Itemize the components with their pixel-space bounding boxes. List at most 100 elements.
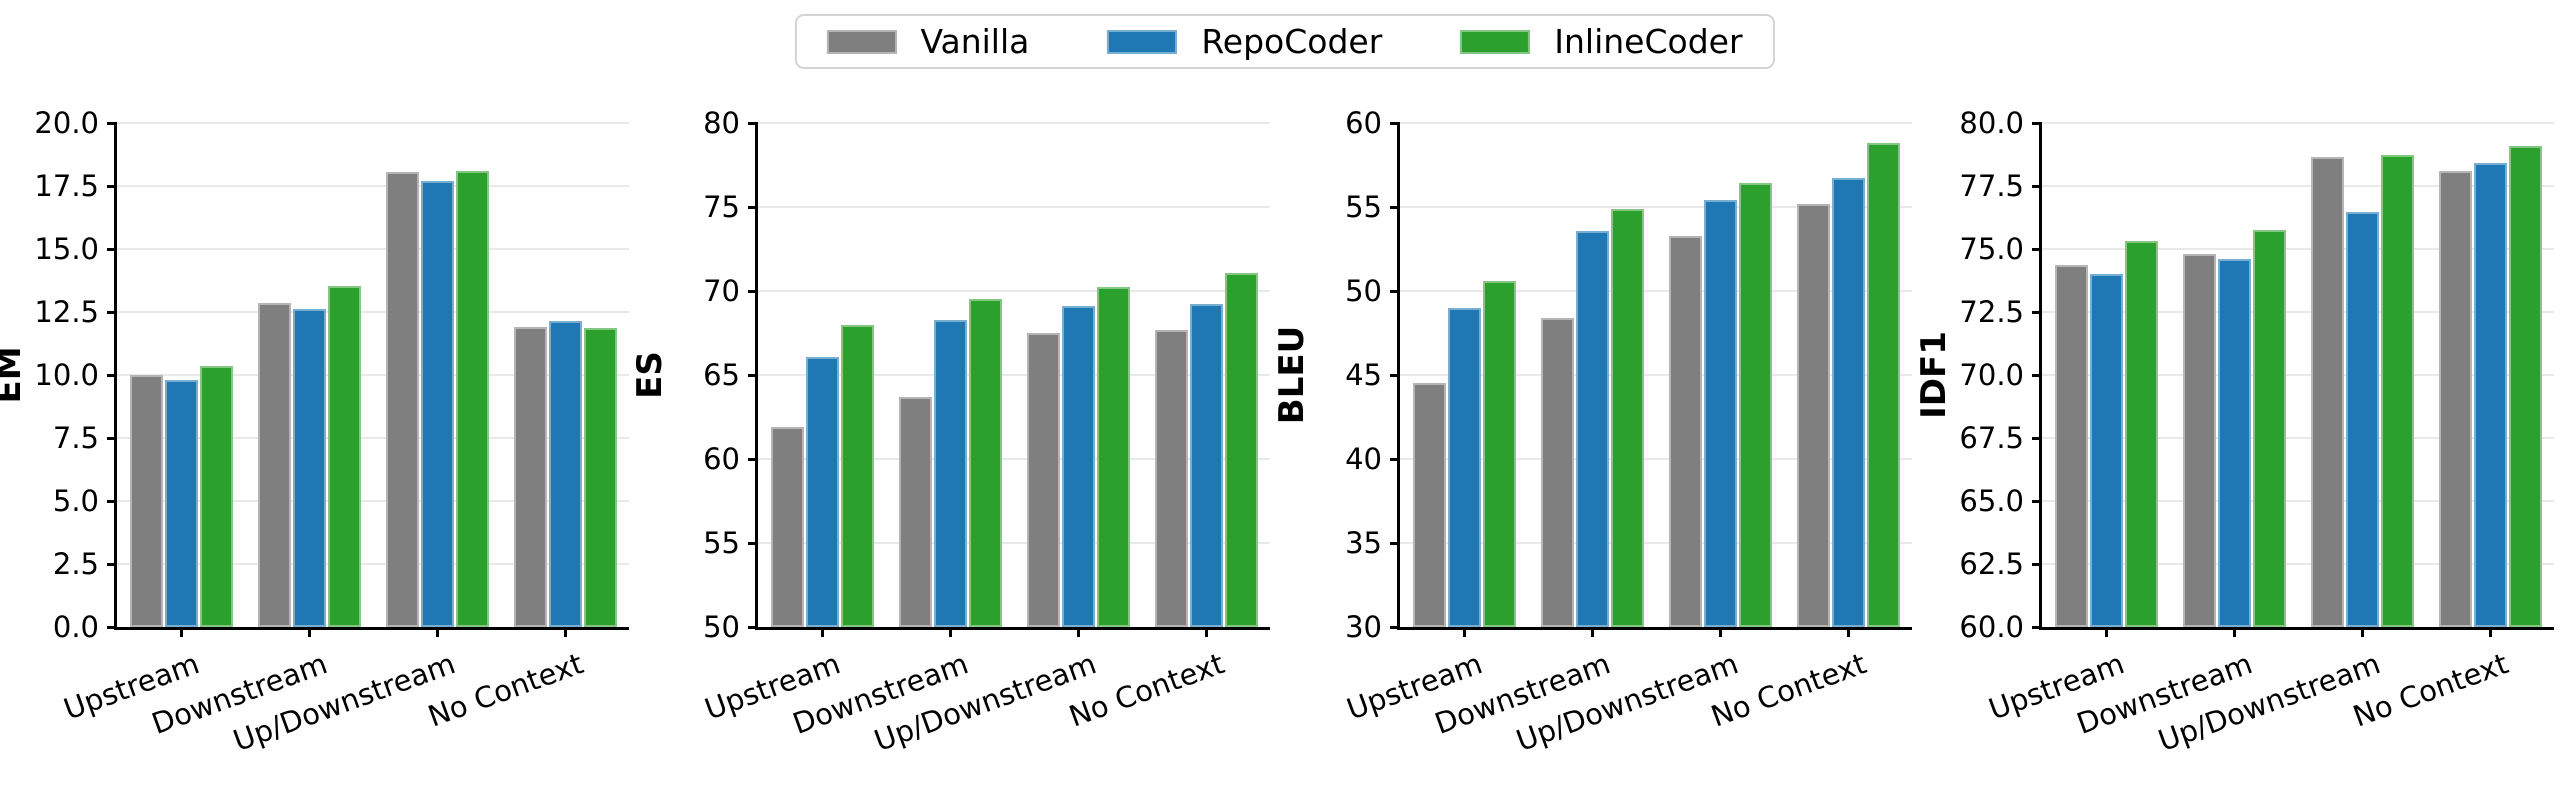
- y-tickmark: [2032, 373, 2042, 377]
- bar-chart-figure: Vanilla RepoCoder InlineCoder 0.0 2.5 5.0 7.5…: [0, 14, 2554, 758]
- gridline: [117, 374, 629, 376]
- gridline: [1400, 458, 1912, 460]
- x-tickmark: [563, 627, 567, 637]
- gridline: [1400, 290, 1912, 292]
- y-tick-label: 17.5: [34, 169, 99, 203]
- gridline: [2042, 248, 2554, 250]
- gridline: [117, 437, 629, 439]
- y-tickmark: [107, 247, 117, 251]
- x-tickmark: [1204, 627, 1208, 637]
- y-tick-label: 10.0: [34, 358, 99, 392]
- legend: Vanilla RepoCoder InlineCoder: [794, 14, 1775, 69]
- gridline: [758, 458, 1270, 460]
- x-tickmark: [1718, 627, 1722, 637]
- x-tickmark: [1462, 627, 1466, 637]
- y-tickmark: [2032, 310, 2042, 314]
- y-tickmark: [107, 184, 117, 188]
- y-tick-label: 7.5: [52, 421, 99, 455]
- gridline: [2042, 122, 2554, 124]
- gridline: [1400, 374, 1912, 376]
- legend-swatch-vanilla: [826, 29, 897, 54]
- y-tickmark: [1390, 625, 1400, 629]
- gridline: [2042, 311, 2554, 313]
- y-axis-title-es: ES: [630, 351, 670, 399]
- bar-inlinecoder-downstream: [1610, 208, 1644, 627]
- bar-repocoder-up-downstream: [1061, 306, 1095, 627]
- y-tick-label: 72.5: [1959, 295, 2024, 329]
- gridline: [1400, 542, 1912, 544]
- y-tick-label: 55: [703, 526, 740, 560]
- legend-item-inlinecoder: InlineCoder: [1460, 25, 1743, 58]
- y-tickmark: [748, 121, 758, 125]
- y-tick-label: 70.0: [1959, 358, 2024, 392]
- bar-vanilla-downstream: [257, 303, 291, 627]
- y-tick-label: 30: [1345, 610, 1382, 644]
- bar-vanilla-downstream: [898, 396, 932, 627]
- y-tickmark: [748, 541, 758, 545]
- y-tick-label: 0.0: [52, 610, 99, 644]
- x-tickmark: [2232, 627, 2236, 637]
- bar-inlinecoder-downstream: [968, 298, 1002, 627]
- y-tick-label: 75.0: [1959, 232, 2024, 266]
- gridline: [758, 374, 1270, 376]
- y-tickmark: [1390, 457, 1400, 461]
- bar-vanilla-upstream: [2054, 265, 2088, 627]
- bar-repocoder-no-context: [1189, 304, 1223, 627]
- bar-repocoder-no-context: [548, 320, 582, 627]
- y-tickmark: [107, 121, 117, 125]
- x-tickmark: [820, 627, 824, 637]
- y-tick-label: 80.0: [1959, 106, 2024, 140]
- bar-repocoder-no-context: [1831, 178, 1865, 627]
- y-tickmark: [748, 289, 758, 293]
- x-axis-spine: [2039, 627, 2554, 630]
- y-tick-label: 12.5: [34, 295, 99, 329]
- x-axis-spine: [755, 627, 1270, 630]
- gridline: [2042, 437, 2554, 439]
- y-tickmark: [107, 562, 117, 566]
- y-tick-label: 40: [1345, 442, 1382, 476]
- y-tick-label: 60.0: [1959, 610, 2024, 644]
- bar-inlinecoder-up-downstream: [1738, 182, 1772, 627]
- gridline: [117, 311, 629, 313]
- y-tickmark: [748, 625, 758, 629]
- bar-repocoder-upstream: [1447, 307, 1481, 627]
- bar-vanilla-up-downstream: [385, 172, 419, 627]
- y-tick-label: 60: [703, 442, 740, 476]
- y-axis-spine: [1397, 123, 1400, 630]
- x-tickmark: [948, 627, 952, 637]
- gridline: [117, 563, 629, 565]
- legend-swatch-inlinecoder: [1460, 29, 1531, 54]
- y-tick-label: 62.5: [1959, 547, 2024, 581]
- y-tick-label: 80: [703, 106, 740, 140]
- x-tickmark: [435, 627, 439, 637]
- bar-inlinecoder-no-context: [583, 328, 617, 627]
- gridline: [1400, 122, 1912, 124]
- bar-vanilla-up-downstream: [1026, 333, 1060, 627]
- gridline: [758, 122, 1270, 124]
- x-tickmark: [1590, 627, 1594, 637]
- y-tick-label: 35: [1345, 526, 1382, 560]
- y-tickmark: [1390, 121, 1400, 125]
- bar-vanilla-up-downstream: [1668, 236, 1702, 627]
- y-tick-label: 65: [703, 358, 740, 392]
- y-tickmark: [1390, 373, 1400, 377]
- bar-inlinecoder-no-context: [1866, 143, 1900, 627]
- gridline: [117, 122, 629, 124]
- y-tickmark: [107, 436, 117, 440]
- y-tickmark: [2032, 184, 2042, 188]
- bar-vanilla-no-context: [1154, 329, 1188, 627]
- x-tickmark: [2104, 627, 2108, 637]
- bar-vanilla-no-context: [2438, 170, 2472, 627]
- bar-repocoder-downstream: [933, 319, 967, 627]
- y-axis-spine: [114, 123, 117, 630]
- x-tickmark: [1076, 627, 1080, 637]
- y-tick-label: 77.5: [1959, 169, 2024, 203]
- gridline: [1400, 206, 1912, 208]
- bar-inlinecoder-up-downstream: [455, 170, 489, 627]
- y-tick-label: 20.0: [34, 106, 99, 140]
- bar-repocoder-up-downstream: [1703, 200, 1737, 627]
- gridline: [117, 248, 629, 250]
- y-tick-label: 15.0: [34, 232, 99, 266]
- y-tickmark: [1390, 205, 1400, 209]
- y-tickmark: [2032, 562, 2042, 566]
